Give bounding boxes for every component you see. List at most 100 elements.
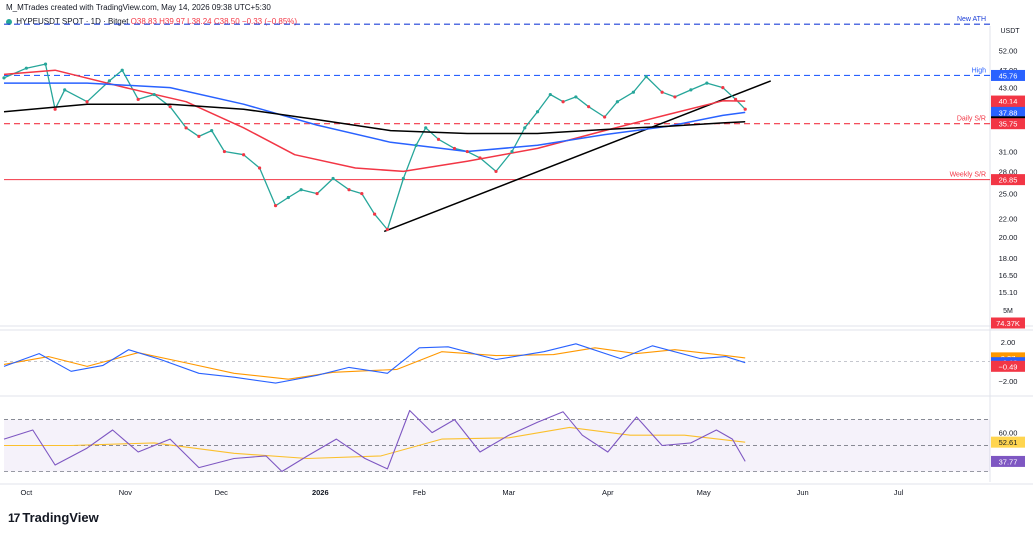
time-tick-label: 2026 (312, 488, 329, 497)
price-tick-label: 52.00 (999, 46, 1018, 55)
price-badge: 35.75 (991, 118, 1025, 130)
price-point (494, 169, 498, 174)
price-point (136, 97, 140, 101)
rsi-tick-label: 60.00 (999, 429, 1018, 438)
price-badge: 40.14 (991, 95, 1025, 107)
symbol-legend: HYPEUSDT SPOT · 1D · Bitget O38.83 H39.9… (6, 17, 297, 26)
price-change: −0.33 (−0.85%) (241, 17, 298, 26)
price-point (299, 188, 303, 192)
rsi-line (3, 409, 746, 473)
price-tick-label: 20.00 (999, 233, 1018, 242)
price-point (465, 149, 469, 154)
badge-text: 37.88 (999, 108, 1018, 117)
macd-signal-line (3, 347, 746, 380)
price-point (660, 90, 664, 94)
price-tick-label: 43.00 (999, 84, 1018, 93)
price-point (210, 129, 214, 133)
ema-line-ema-200 (3, 103, 746, 135)
tradingview-logo-icon: 17 (8, 511, 20, 525)
price-point (43, 62, 48, 66)
price-tick-label: 28.00 (999, 167, 1018, 176)
rsi-badge: 52.61 (991, 436, 1025, 448)
badge-text: 40.14 (999, 97, 1018, 106)
price-point (347, 188, 351, 192)
price-point (414, 143, 418, 147)
price-badge: 26.85 (991, 174, 1025, 186)
badge-text: 74.37K (996, 319, 1020, 328)
level-label: High (972, 67, 987, 74)
price-point (152, 92, 156, 97)
price-point (53, 107, 57, 111)
badge-box (991, 360, 1025, 372)
symbol-name[interactable]: HYPEUSDT SPOT (16, 17, 84, 26)
time-tick-label: Apr (602, 488, 614, 497)
interval-label[interactable]: 1D (90, 17, 101, 26)
volume-scale-label: 5M (1003, 308, 1013, 315)
price-point (372, 212, 377, 216)
level-label: Weekly S/R (950, 172, 986, 179)
macd-badge: −0.49 (991, 360, 1025, 372)
price-point (587, 105, 591, 109)
price-point (273, 204, 278, 208)
chart-credit: M_MTrades created with TradingView.com, … (6, 3, 271, 12)
price-point (631, 90, 635, 94)
price-tick-label: 31.00 (999, 148, 1018, 157)
badge-text: 37.77 (999, 457, 1018, 466)
badge-text: 26.85 (999, 176, 1018, 185)
badge-text: 52.61 (999, 438, 1018, 447)
price-point (331, 176, 335, 181)
volume-badge: 74.37K (991, 317, 1025, 329)
macd-line (3, 343, 746, 384)
price-tick-label: 25.00 (999, 190, 1018, 199)
price-point (360, 191, 364, 196)
price-point (184, 126, 188, 130)
price-point (743, 107, 747, 111)
price-point (315, 191, 319, 196)
price-point (242, 153, 246, 157)
time-tick-label: May (697, 488, 711, 497)
price-point (107, 79, 112, 83)
price-point (689, 88, 693, 92)
price-point (120, 68, 124, 72)
badge-box (991, 106, 1025, 118)
time-tick-label: Jul (894, 488, 904, 497)
tradingview-logo: 17 TradingView (8, 510, 99, 525)
price-tick-label: 16.50 (999, 271, 1018, 280)
price-point (734, 97, 738, 101)
badge-box (991, 95, 1025, 107)
price-point (574, 95, 578, 99)
price-point (424, 126, 428, 130)
exchange-label: Bitget (107, 17, 129, 26)
brand-name: TradingView (22, 510, 99, 525)
price-scale-unit: USDT (1000, 28, 1020, 35)
time-tick-label: Dec (215, 488, 229, 497)
price-point (721, 86, 725, 90)
badge-box (991, 455, 1025, 467)
price-point (222, 149, 227, 154)
price-point (63, 88, 67, 92)
macd-tick-label: −2.00 (999, 377, 1018, 386)
badge-text: 35.75 (999, 120, 1018, 129)
price-point (385, 227, 389, 232)
level-label: New ATH (957, 16, 986, 23)
price-point (452, 146, 457, 151)
price-point (523, 126, 527, 130)
trendline (383, 80, 772, 233)
price-point (644, 74, 648, 79)
price-point (548, 92, 552, 97)
ohlc-values: O38.83 H39.97 L38.24 C38.50 (130, 17, 240, 26)
badge-box (991, 317, 1025, 329)
price-tick-label: 15.10 (999, 288, 1018, 297)
badge-box (991, 69, 1025, 81)
price-point (510, 149, 514, 154)
price-point (401, 176, 405, 181)
price-point (436, 137, 441, 141)
level-label: Daily S/R (957, 116, 986, 123)
price-point (705, 81, 709, 85)
price-point (197, 134, 201, 138)
price-point (286, 195, 290, 200)
time-tick-label: Nov (119, 488, 133, 497)
price-badge: 45.76 (991, 69, 1025, 81)
price-point (257, 166, 262, 170)
